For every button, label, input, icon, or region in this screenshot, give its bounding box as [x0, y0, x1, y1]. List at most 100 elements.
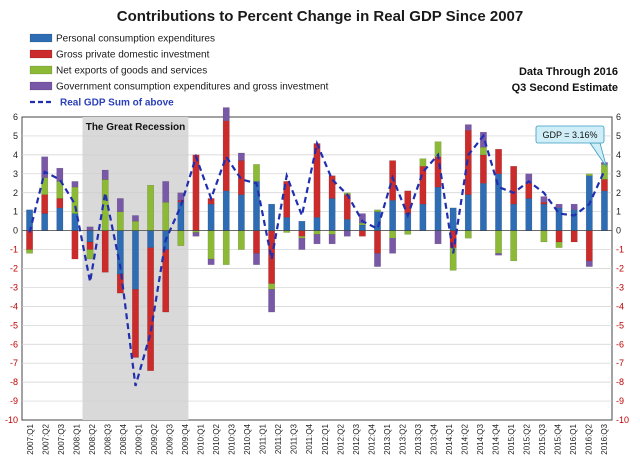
bar-government-consumption-expenditures-and-gross-investment	[570, 203, 578, 210]
x-tick-label: 2009:Q1	[134, 423, 143, 454]
y-tick-left: -8	[10, 377, 18, 387]
y-tick-right: -1	[616, 245, 624, 255]
bar-net-exports-of-goods-and-services	[86, 249, 94, 260]
bar-gross-private-domestic-investment	[540, 202, 548, 205]
x-tick-label: 2013:Q4	[429, 423, 438, 454]
bar-personal-consumption-expenditures	[480, 183, 487, 231]
x-tick-label: 2009:Q2	[150, 423, 159, 454]
x-tick-label: 2007:Q1	[26, 423, 35, 454]
bar-government-consumption-expenditures-and-gross-investment	[41, 156, 49, 178]
bar-personal-consumption-expenditures	[540, 203, 548, 231]
bar-personal-consumption-expenditures	[570, 209, 578, 231]
x-tick-label: 2015:Q2	[523, 423, 532, 454]
bar-gross-private-domestic-investment	[480, 154, 487, 184]
bar-government-consumption-expenditures-and-gross-investment	[525, 173, 533, 184]
bar-government-consumption-expenditures-and-gross-investment	[298, 237, 306, 250]
bar-personal-consumption-expenditures	[359, 224, 366, 231]
x-tick-label: 2016:Q2	[585, 423, 594, 454]
y-tick-left: 2	[13, 188, 18, 198]
x-tick-label: 2012:Q4	[367, 423, 376, 454]
legend-label: Real GDP Sum of above	[60, 98, 174, 109]
bar-net-exports-of-goods-and-services	[253, 164, 260, 182]
bar-personal-consumption-expenditures	[56, 207, 64, 231]
bar-government-consumption-expenditures-and-gross-investment	[328, 234, 336, 245]
bar-gross-private-domestic-investment	[26, 230, 33, 250]
plot-area: The Great Recession-10 -10-9 -9-8 -8-7 -7-6-…	[5, 107, 629, 455]
y-tick-left: 5	[13, 131, 18, 141]
bar-personal-consumption-expenditures	[419, 203, 427, 231]
bar-gross-private-domestic-investment	[359, 230, 366, 237]
x-tick-label: 2014:Q1	[445, 423, 454, 454]
bar-gross-private-domestic-investment	[253, 230, 260, 254]
bar-government-consumption-expenditures-and-gross-investment	[585, 260, 593, 267]
x-tick-label: 2013:Q2	[398, 423, 407, 454]
bar-net-exports-of-goods-and-services	[328, 230, 336, 235]
y-tick-right: 6	[616, 112, 621, 122]
bar-government-consumption-expenditures-and-gross-investment	[86, 226, 94, 231]
y-tick-left: -10	[5, 415, 18, 425]
legend-label: Government consumption expenditures and …	[56, 82, 329, 93]
bar-net-exports-of-goods-and-services	[132, 220, 139, 231]
bar-personal-consumption-expenditures	[147, 230, 154, 248]
bar-government-consumption-expenditures-and-gross-investment	[253, 253, 260, 265]
bar-gross-private-domestic-investment	[525, 183, 533, 199]
x-tick-label: 2008:Q1	[72, 423, 81, 454]
x-tick-label: 2015:Q3	[538, 423, 547, 454]
bar-net-exports-of-goods-and-services	[177, 230, 185, 246]
bar-personal-consumption-expenditures	[601, 190, 608, 231]
x-tick-label: 2011:Q2	[274, 423, 283, 454]
bar-net-exports-of-goods-and-services	[207, 230, 215, 260]
x-tick-label: 2014:Q3	[476, 423, 485, 454]
bar-government-consumption-expenditures-and-gross-investment	[464, 124, 472, 131]
bar-government-consumption-expenditures-and-gross-investment	[162, 181, 170, 203]
bar-gross-private-domestic-investment	[585, 230, 593, 262]
bar-net-exports-of-goods-and-services	[298, 236, 306, 239]
bar-personal-consumption-expenditures	[283, 217, 291, 231]
callout-text: GDP = 3.16%	[542, 130, 597, 140]
y-tick-right: -3	[616, 282, 624, 292]
x-tick-label: 2012:Q3	[352, 423, 361, 454]
y-tick-right: 3	[616, 169, 621, 179]
chart-title: Contributions to Percent Change in Real …	[117, 8, 523, 25]
bar-net-exports-of-goods-and-services	[555, 241, 563, 248]
bar-gross-private-domestic-investment	[132, 289, 139, 358]
x-tick-label: 2008:Q2	[88, 423, 97, 454]
bar-government-consumption-expenditures-and-gross-investment	[480, 131, 487, 148]
x-tick-label: 2012:Q1	[321, 423, 330, 454]
bar-government-consumption-expenditures-and-gross-investment	[237, 152, 245, 161]
bar-personal-consumption-expenditures	[177, 202, 185, 231]
bar-net-exports-of-goods-and-services	[510, 230, 518, 262]
x-tick-label: 2015:Q4	[554, 423, 563, 454]
y-tick-left: -7	[10, 358, 18, 368]
x-tick-label: 2010:Q3	[228, 423, 237, 454]
y-tick-left: -4	[10, 301, 18, 311]
x-tick-label: 2011:Q4	[305, 423, 314, 454]
bar-net-exports-of-goods-and-services	[585, 173, 593, 176]
bar-gross-private-domestic-investment	[283, 181, 291, 218]
legend-label: Net exports of goods and services	[56, 66, 207, 77]
bar-government-consumption-expenditures-and-gross-investment	[555, 203, 563, 209]
bar-gross-private-domestic-investment	[71, 230, 79, 260]
bar-net-exports-of-goods-and-services	[162, 202, 170, 231]
legend-swatch	[29, 65, 53, 75]
x-tick-label: 2013:Q3	[414, 423, 423, 454]
y-tick-right: -7	[616, 358, 624, 368]
y-tick-left: -5	[10, 320, 18, 330]
y-tick-left: -6	[10, 339, 18, 349]
bar-government-consumption-expenditures-and-gross-investment	[389, 237, 397, 254]
bar-net-exports-of-goods-and-services	[268, 283, 275, 290]
bar-personal-consumption-expenditures	[253, 181, 260, 231]
x-tick-label: 2008:Q3	[103, 423, 112, 454]
x-tick-label: 2007:Q3	[57, 423, 66, 454]
bar-gross-private-domestic-investment	[510, 166, 518, 205]
bar-net-exports-of-goods-and-services	[313, 230, 321, 235]
bar-gross-private-domestic-investment	[222, 120, 230, 192]
bar-net-exports-of-goods-and-services	[480, 147, 487, 156]
gdp-line	[28, 133, 606, 387]
bar-personal-consumption-expenditures	[298, 220, 306, 231]
y-tick-right: -2	[616, 264, 624, 274]
callout-box	[535, 125, 605, 144]
x-tick-label: 2016:Q3	[600, 423, 609, 454]
x-tick-label: 2009:Q4	[181, 423, 190, 454]
